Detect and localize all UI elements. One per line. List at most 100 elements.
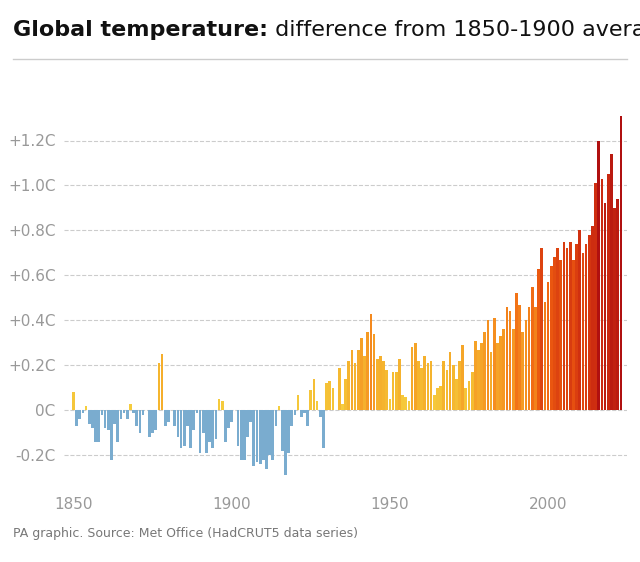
Bar [208, 410, 211, 442]
Bar [382, 361, 385, 410]
Bar [411, 347, 413, 410]
Bar [537, 269, 540, 410]
Bar [193, 410, 195, 430]
Bar [404, 397, 407, 410]
Bar [575, 244, 578, 410]
Bar [253, 410, 255, 466]
Bar [442, 361, 445, 410]
Bar [104, 410, 106, 428]
Bar [113, 410, 116, 424]
Bar [332, 388, 334, 410]
Bar [262, 410, 265, 460]
Bar [439, 386, 442, 410]
Bar [154, 410, 157, 430]
Text: Global temperature:: Global temperature: [0, 561, 1, 562]
Bar [496, 343, 499, 410]
Bar [515, 293, 518, 410]
Bar [423, 356, 426, 410]
Bar [278, 406, 280, 410]
Bar [436, 388, 438, 410]
Bar [177, 410, 179, 437]
Bar [433, 395, 436, 410]
Bar [392, 372, 394, 410]
Bar [173, 410, 176, 426]
Bar [88, 410, 91, 424]
Bar [417, 361, 420, 410]
Bar [455, 379, 458, 410]
Bar [151, 410, 154, 433]
Bar [180, 410, 182, 448]
Bar [372, 334, 376, 410]
Bar [94, 410, 97, 442]
Bar [316, 401, 319, 410]
Bar [227, 410, 230, 428]
Bar [550, 266, 552, 410]
Bar [281, 410, 284, 451]
Bar [110, 410, 113, 460]
Bar [461, 345, 464, 410]
Bar [563, 242, 565, 410]
Bar [221, 401, 223, 410]
Text: difference from 1850-1900 average: difference from 1850-1900 average [268, 20, 640, 40]
Bar [591, 226, 594, 410]
Bar [218, 399, 220, 410]
Bar [107, 410, 109, 430]
Bar [401, 395, 404, 410]
Bar [319, 410, 322, 417]
Bar [582, 253, 584, 410]
Bar [360, 338, 363, 410]
Bar [116, 410, 119, 442]
Bar [572, 260, 575, 410]
Bar [300, 410, 303, 417]
Bar [224, 410, 227, 442]
Bar [148, 410, 151, 437]
Bar [376, 359, 379, 410]
Bar [620, 116, 622, 410]
Bar [310, 390, 312, 410]
Bar [613, 208, 616, 410]
Bar [506, 307, 508, 410]
Bar [259, 410, 262, 464]
Bar [604, 203, 606, 410]
Bar [275, 410, 277, 426]
Bar [230, 410, 233, 422]
Bar [547, 282, 550, 410]
Bar [480, 343, 483, 410]
Bar [477, 350, 480, 410]
Bar [553, 257, 556, 410]
Bar [312, 379, 316, 410]
Bar [287, 410, 290, 453]
Bar [379, 356, 381, 410]
Bar [348, 361, 350, 410]
Bar [351, 350, 353, 410]
Bar [616, 199, 619, 410]
Bar [556, 248, 559, 410]
Bar [388, 399, 391, 410]
Bar [483, 332, 486, 410]
Bar [474, 341, 477, 410]
Bar [594, 183, 597, 410]
Bar [76, 410, 78, 426]
Bar [493, 318, 495, 410]
Bar [414, 343, 417, 410]
Bar [357, 350, 360, 410]
Bar [132, 410, 135, 413]
Bar [468, 381, 470, 410]
Bar [91, 410, 94, 428]
Bar [597, 140, 600, 410]
Bar [607, 174, 609, 410]
Bar [502, 329, 505, 410]
Bar [196, 410, 198, 413]
Bar [490, 352, 493, 410]
Bar [512, 329, 515, 410]
Bar [522, 332, 524, 410]
Bar [540, 248, 543, 410]
Bar [284, 410, 287, 475]
Bar [164, 410, 166, 426]
Bar [237, 410, 239, 446]
Bar [141, 410, 145, 415]
Bar [255, 410, 259, 462]
Bar [97, 410, 100, 442]
Bar [367, 332, 369, 410]
Bar [449, 352, 451, 410]
